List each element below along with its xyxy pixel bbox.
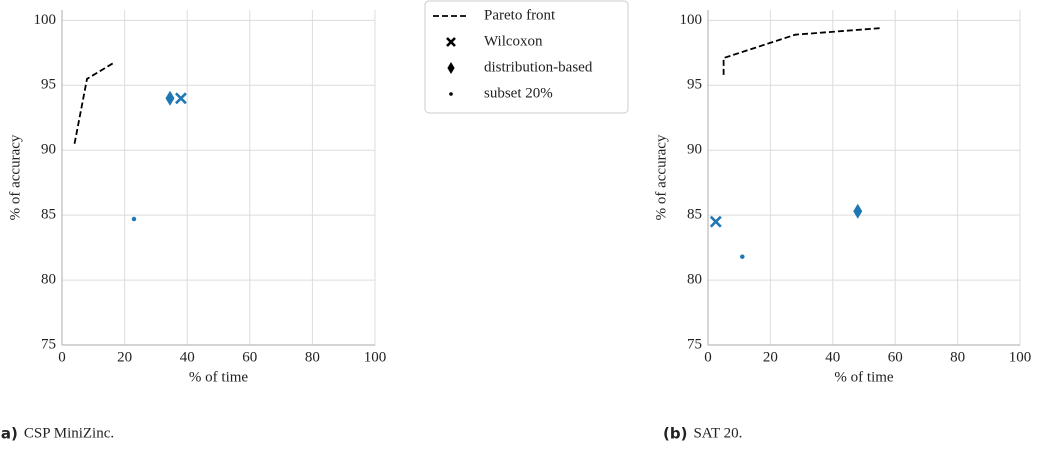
x-tick-label: 100 [364,349,387,365]
legend-box [424,0,629,114]
y-tick-label: 75 [41,336,56,352]
diamond-marker [447,62,455,74]
y-tick-label: 85 [687,207,702,223]
x-tick-label: 40 [180,349,195,365]
x-tick-label: 20 [117,349,132,365]
diamond-marker [853,203,863,219]
pareto-line [73,61,116,144]
x-tick-label: 0 [58,349,66,365]
caption: SAT 20. [693,425,742,441]
y-tick-label: 100 [680,12,703,28]
x-tick-label: 60 [888,349,903,365]
y-tick-label: 90 [687,142,702,158]
y-tick-label: 90 [41,142,56,158]
x-axis-label: % of time [834,369,893,385]
caption: CSP MiniZinc. [24,425,114,441]
y-tick-label: 80 [687,272,702,288]
dot-marker [740,254,745,259]
dot-marker [449,92,453,96]
x-marker [175,92,187,105]
y-tick-label: 80 [41,272,56,288]
y-tick-label: 95 [41,77,56,93]
x-tick-label: 80 [950,349,965,365]
legend-label: distribution-based [484,59,593,75]
x-tick-label: 100 [1009,349,1032,365]
x-axis-label: % of time [189,369,248,385]
dot-marker [131,216,137,222]
x-marker [709,215,722,228]
x-tick-label: 80 [305,349,320,365]
x-tick-label: 20 [763,349,778,365]
y-axis-label: % of accuracy [7,134,23,220]
x-marker [446,37,456,47]
pareto-line [722,27,880,75]
legend-label: Pareto front [484,7,556,23]
y-tick-label: 95 [687,77,702,93]
y-tick-label: 85 [41,207,56,223]
legend-label: Wilcoxon [484,33,543,49]
x-tick-label: 60 [242,349,257,365]
legend-label: subset 20% [484,85,553,101]
y-axis-label: % of accuracy [653,134,669,220]
x-tick-label: 40 [825,349,840,365]
y-tick-label: 100 [34,12,57,28]
y-tick-label: 75 [687,336,702,352]
caption-label: (a) [0,425,18,443]
diamond-marker [165,90,175,106]
x-tick-label: 0 [704,349,712,365]
caption-label: (b) [663,425,687,443]
